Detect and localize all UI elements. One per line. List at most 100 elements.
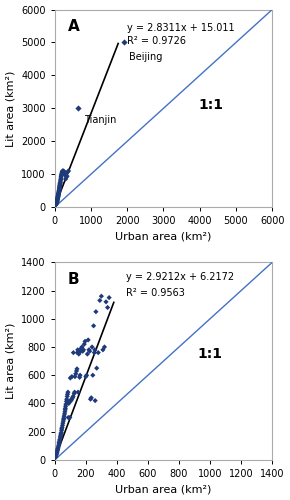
- Point: [55, 446, 60, 454]
- Point: [61, 419, 65, 427]
- Point: [87, 346, 91, 354]
- Point: [105, 304, 110, 312]
- Point: [57, 438, 61, 446]
- Point: [66, 414, 70, 422]
- Text: y = 2.9212x + 6.2172: y = 2.9212x + 6.2172: [126, 272, 234, 282]
- Point: [54, 200, 59, 207]
- Point: [67, 398, 71, 406]
- Point: [102, 343, 107, 351]
- Point: [57, 184, 62, 192]
- Point: [60, 424, 64, 432]
- Point: [60, 167, 65, 175]
- Point: [75, 346, 80, 354]
- Point: [53, 202, 58, 209]
- Point: [55, 194, 60, 202]
- Point: [61, 415, 66, 423]
- Point: [54, 199, 59, 207]
- Point: [61, 414, 66, 422]
- Text: R² = 0.9726: R² = 0.9726: [127, 36, 186, 46]
- Point: [55, 196, 60, 203]
- Point: [53, 201, 58, 209]
- Point: [90, 371, 95, 379]
- Point: [64, 398, 69, 406]
- Point: [94, 308, 98, 316]
- Point: [57, 188, 61, 196]
- Point: [75, 348, 79, 356]
- Text: R² = 0.9563: R² = 0.9563: [126, 288, 185, 298]
- Point: [60, 422, 65, 430]
- Point: [56, 192, 60, 200]
- Point: [58, 432, 63, 440]
- Point: [56, 192, 60, 200]
- Point: [56, 190, 61, 198]
- Point: [54, 200, 59, 208]
- Text: A: A: [68, 20, 79, 34]
- Point: [66, 167, 71, 175]
- Point: [94, 364, 99, 372]
- Point: [58, 178, 63, 186]
- Point: [54, 198, 59, 206]
- Point: [57, 182, 62, 190]
- Point: [70, 372, 74, 380]
- Point: [57, 187, 61, 195]
- Point: [80, 343, 84, 351]
- Point: [93, 346, 97, 354]
- Point: [62, 170, 67, 177]
- Point: [60, 168, 64, 176]
- Point: [59, 172, 64, 180]
- Point: [74, 367, 79, 375]
- Point: [55, 195, 60, 203]
- Point: [56, 191, 61, 199]
- Point: [54, 452, 58, 460]
- Point: [56, 192, 61, 200]
- Point: [65, 392, 70, 400]
- Point: [66, 400, 71, 407]
- Text: 1:1: 1:1: [198, 98, 223, 112]
- Point: [61, 167, 66, 175]
- Point: [57, 188, 61, 196]
- Point: [78, 347, 83, 355]
- Point: [56, 189, 61, 197]
- X-axis label: Urban area (km²): Urban area (km²): [115, 484, 212, 494]
- Point: [59, 426, 64, 434]
- Point: [63, 402, 68, 410]
- Point: [55, 196, 59, 204]
- Point: [56, 444, 60, 452]
- Point: [63, 408, 67, 416]
- Point: [69, 396, 73, 404]
- Point: [64, 173, 69, 181]
- Point: [99, 292, 104, 300]
- Point: [76, 388, 80, 396]
- Point: [57, 185, 62, 193]
- Point: [62, 168, 66, 176]
- Point: [77, 348, 81, 356]
- Point: [92, 348, 97, 356]
- Point: [58, 180, 62, 188]
- Point: [84, 371, 89, 379]
- Point: [55, 194, 60, 202]
- Point: [57, 186, 61, 194]
- Point: [55, 197, 59, 205]
- Point: [58, 181, 62, 189]
- Point: [57, 186, 61, 194]
- Point: [62, 410, 67, 418]
- Point: [58, 176, 63, 184]
- Point: [53, 454, 58, 462]
- Point: [57, 184, 62, 192]
- Text: B: B: [68, 272, 79, 287]
- Point: [54, 450, 59, 458]
- Point: [59, 171, 64, 179]
- Point: [68, 374, 72, 382]
- Point: [80, 347, 85, 355]
- Point: [72, 372, 77, 380]
- Point: [64, 395, 69, 403]
- Point: [59, 425, 64, 433]
- Point: [84, 372, 88, 380]
- Point: [56, 442, 61, 450]
- Point: [55, 446, 60, 454]
- Point: [58, 178, 63, 186]
- Point: [66, 388, 70, 396]
- Point: [96, 348, 101, 356]
- Point: [81, 346, 86, 354]
- Point: [55, 448, 59, 456]
